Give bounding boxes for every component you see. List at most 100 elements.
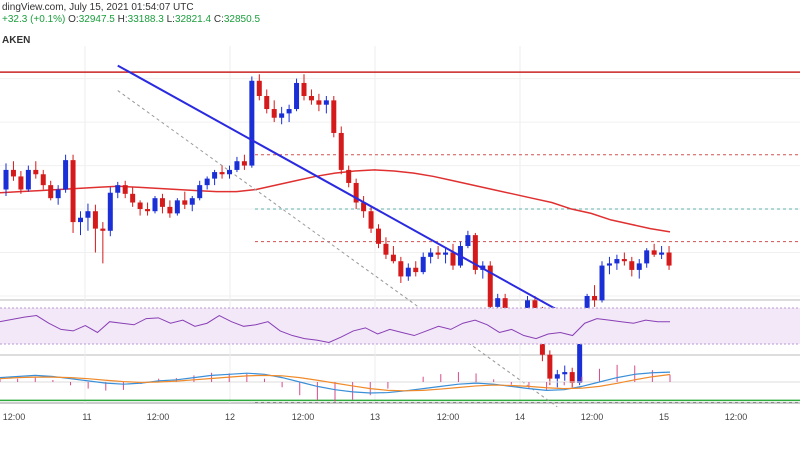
candle-body [472,235,478,270]
rsi-band [0,308,800,344]
candle-body [495,298,501,307]
exchange-label: AKEN [2,35,30,46]
candle-body [353,182,359,203]
candle-body [450,252,456,266]
candle-body [592,296,598,301]
exchange-name: AKEN [2,35,31,46]
signal-line [0,373,671,392]
candle-body [167,206,173,214]
x-tick-label: 14 [515,412,525,422]
x-tick-label: 15 [659,412,669,422]
candle-body [368,211,374,229]
candle-body [636,263,642,270]
candle-body [92,211,98,229]
candle-body [323,100,329,105]
candle-body [338,132,344,170]
moving-average-line [0,169,671,233]
candle-body [189,198,195,205]
channel-line-dashed [117,90,558,408]
candle-body [532,300,538,314]
candle-body [569,372,575,383]
candle-body [614,259,620,264]
x-tick-label: 12 [225,412,235,422]
candle-body [659,252,665,255]
candle-body [331,100,337,133]
candle-body [420,256,426,273]
candle-body [182,200,188,205]
candle-body [100,228,106,231]
candle-body [48,185,54,199]
candle-body [33,169,39,175]
candle-body [40,174,46,186]
candle-body [3,169,9,190]
candle-body [227,169,232,175]
open-value: 32947.5 [78,14,115,25]
candle-body [308,96,314,101]
x-tick-label: 12:00 [725,412,748,422]
candle-body [55,189,61,199]
candle-body [63,160,69,190]
candle-body [234,161,240,170]
candle-body [428,252,434,257]
rsi-line [0,314,670,343]
open-label: O: [68,14,79,25]
candle-body [376,228,381,244]
candle-body [666,252,672,266]
candle-body [629,261,635,270]
candle-body [10,169,16,177]
low-value: 32821.4 [174,14,212,25]
candle-body [137,202,143,210]
candle-body [174,200,180,214]
candle-body [271,109,277,118]
chart-header: dingView.com, July 15, 2021 01:54:07 UTC [2,2,194,13]
candle-body [219,172,225,175]
candle-body [465,235,471,246]
close-label: C: [213,14,224,25]
candle-body [249,80,255,166]
candle-body [78,217,83,223]
x-tick-label: 13 [370,412,380,422]
candle-body [256,80,262,96]
close-value: 32850.5 [223,14,261,25]
x-tick-label: 12:00 [292,412,315,422]
candle-body [301,82,307,96]
candle-body [487,265,493,307]
candle-body [122,185,128,194]
header-source: dingView.com, July 15, 2021 01:54:07 UTC [2,2,194,13]
candle-body [390,254,396,262]
candle-body [651,250,657,255]
ohlc-readout: +32.3 (+0.1%) O:32947.5 H:33188.3 L:3282… [2,14,260,25]
candle-body [294,82,300,110]
candle-body [405,267,411,277]
candle-body [443,252,449,255]
low-label: L: [166,14,175,25]
candle-body [584,296,590,318]
candle-body [361,202,367,212]
candle-body [197,185,203,199]
candle-body [264,96,270,110]
candle-body [413,267,419,273]
candle-body [25,169,31,190]
high-value: 33188.3 [127,14,164,25]
candle-body [85,211,91,218]
candle-body [383,243,389,255]
candle-body [18,176,24,190]
candle-body [554,374,560,379]
candle-body [286,109,292,114]
candle-body [70,160,76,223]
candle-body [279,113,285,118]
candle-body [212,172,218,179]
x-tick-label: 12:00 [437,412,460,422]
candle-body [577,317,583,383]
candle-body [204,178,210,186]
candle-body [606,263,612,266]
header-change: +32.3 (+0.1%) [2,14,66,25]
macd-line [0,371,671,394]
candle-body [145,209,151,212]
candle-body [644,250,650,264]
candle-body [316,100,322,105]
candle-body [547,354,553,379]
candle-body [241,161,247,166]
